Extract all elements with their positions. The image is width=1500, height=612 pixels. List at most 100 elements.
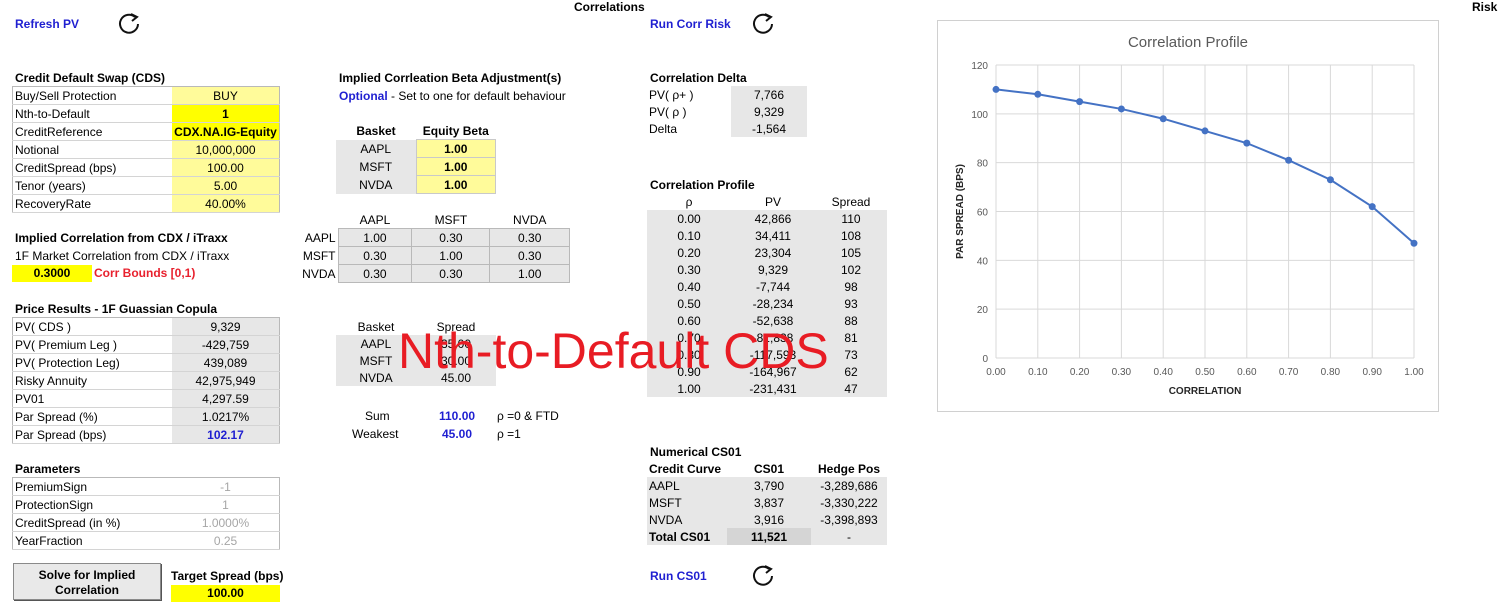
matrix-cell: 1.00 xyxy=(337,228,413,247)
implied-corr-subtitle: 1F Market Correlation from CDX / iTraxx xyxy=(15,249,230,263)
cs01-title: Numerical CS01 xyxy=(650,445,742,459)
profile-col-rho: ρ xyxy=(685,194,693,209)
cds-label: CreditSpread (bps) xyxy=(12,158,172,177)
x-tick-label: 0.90 xyxy=(1362,367,1382,378)
data-point xyxy=(1410,239,1418,247)
param-label: PremiumSign xyxy=(12,477,172,496)
beta-input-nvda[interactable]: 1.00 xyxy=(415,175,496,194)
solve-button-line1: Solve for Implied xyxy=(38,568,136,582)
buy-sell-select[interactable]: BUY xyxy=(172,86,280,105)
nth-to-default-input[interactable]: 1 xyxy=(172,104,280,123)
refresh-pv-icon[interactable] xyxy=(116,11,142,37)
delta-value: 9,329 xyxy=(731,103,807,120)
y-tick-label: 40 xyxy=(977,256,989,267)
profile-rho: 0.00 xyxy=(647,210,731,227)
profile-pv: -7,744 xyxy=(731,278,815,295)
matrix-cell: 0.30 xyxy=(337,264,413,283)
data-point xyxy=(1034,90,1042,98)
refresh-pv-link[interactable]: Refresh PV xyxy=(15,17,80,31)
profile-pv: -28,234 xyxy=(731,295,815,312)
profile-col-pv: PV xyxy=(764,194,781,209)
x-tick-label: 0.10 xyxy=(1028,367,1048,378)
run-corr-risk-link[interactable]: Run Corr Risk xyxy=(650,17,731,31)
weakest-value: 45.00 xyxy=(442,427,473,441)
optional-label: Optional xyxy=(339,89,388,103)
beta-input-msft[interactable]: 1.00 xyxy=(415,157,496,176)
target-spread-label: Target Spread (bps) xyxy=(171,569,284,583)
run-corr-risk-icon[interactable] xyxy=(750,11,776,37)
profile-col-spread: Spread xyxy=(831,194,871,209)
spread-basket-name: MSFT xyxy=(336,352,416,369)
x-tick-label: 1.00 xyxy=(1404,367,1424,378)
profile-pv: 34,411 xyxy=(731,227,815,244)
corr-delta-table: PV( ρ+ ) 7,766 PV( ρ ) 9,329 Delta -1,564 xyxy=(647,86,807,137)
matrix-row-header: MSFT xyxy=(302,248,336,263)
correlation-profile-chart: Correlation Profile 0 20 40 60 80 100 120 0.00 0.… xyxy=(937,20,1439,412)
solve-implied-correlation-button[interactable]: Solve for Implied Correlation xyxy=(13,563,161,600)
matrix-row-header: AAPL xyxy=(304,230,336,245)
data-point xyxy=(1117,105,1125,113)
x-tick-label: 0.00 xyxy=(986,367,1006,378)
sum-value: 110.00 xyxy=(439,409,476,423)
y-tick-label: 100 xyxy=(971,110,988,121)
weakest-note: ρ =1 xyxy=(497,427,521,441)
beta-input-aapl[interactable]: 1.00 xyxy=(415,139,496,158)
data-point xyxy=(1326,176,1334,184)
profile-spread: 108 xyxy=(815,227,887,244)
beta-col-beta: Equity Beta xyxy=(422,123,489,138)
param-value: 1.0000% xyxy=(172,513,280,532)
spread-col-spread: Spread xyxy=(436,319,476,334)
par-spread-bps-value: 102.17 xyxy=(172,425,280,444)
profile-row: 0.30 9,329 102 xyxy=(647,261,887,278)
correlation-input[interactable]: 0.3000 xyxy=(12,265,92,282)
beta-table: Basket Equity Beta AAPL 1.00 MSFT 1.00 NVDA… xyxy=(336,122,496,194)
profile-rho: 0.10 xyxy=(647,227,731,244)
param-label: YearFraction xyxy=(12,531,172,550)
corr-bounds-label: Corr Bounds [0,1) xyxy=(94,266,196,280)
profile-row: 0.90 -164,967 62 xyxy=(647,363,887,380)
basket-spread-table: Basket Spread AAPL 35.00 MSFT 30.00 NVDA 45.… xyxy=(336,318,496,386)
target-spread-input[interactable]: 100.00 xyxy=(171,585,280,602)
profile-pv: 9,329 xyxy=(731,261,815,278)
profile-pv: -81,838 xyxy=(731,329,815,346)
corr-profile-title: Correlation Profile xyxy=(650,178,755,192)
run-cs01-icon[interactable] xyxy=(750,563,776,589)
profile-row: 0.60 -52,638 88 xyxy=(647,312,887,329)
x-tick-label: 0.50 xyxy=(1195,367,1215,378)
price-value: 9,329 xyxy=(172,317,280,336)
profile-rho: 0.30 xyxy=(647,261,731,278)
hedge-value: -3,398,893 xyxy=(811,511,887,528)
x-tick-label: 0.60 xyxy=(1237,367,1257,378)
price-label: Par Spread (bps) xyxy=(12,425,172,444)
profile-spread: 93 xyxy=(815,295,887,312)
matrix-cell: 0.30 xyxy=(489,228,570,247)
price-value: 439,089 xyxy=(172,353,280,372)
param-value: 0.25 xyxy=(172,531,280,550)
cs01-curve-name: AAPL xyxy=(647,477,727,494)
profile-row: 0.40 -7,744 98 xyxy=(647,278,887,295)
spread-value: 30.00 xyxy=(416,352,496,369)
profile-rho: 0.50 xyxy=(647,295,731,312)
tenor-input[interactable]: 5.00 xyxy=(172,176,280,195)
recovery-rate-input[interactable]: 40.00% xyxy=(172,194,280,213)
profile-pv: -52,638 xyxy=(731,312,815,329)
param-value: 1 xyxy=(172,495,280,514)
run-cs01-link[interactable]: Run CS01 xyxy=(650,569,707,583)
credit-reference-input[interactable]: CDX.NA.IG-Equity xyxy=(172,122,280,141)
credit-spread-input[interactable]: 100.00 xyxy=(172,158,280,177)
beta-note-text: - Set to one for default behaviour xyxy=(387,89,566,103)
price-value: 1.0217% xyxy=(172,407,280,426)
profile-pv: 23,304 xyxy=(731,244,815,261)
profile-pv: 42,866 xyxy=(731,210,815,227)
price-label: Risky Annuity xyxy=(12,371,172,390)
price-label: PV( Premium Leg ) xyxy=(12,335,172,354)
risk-header: Risk xyxy=(1472,0,1498,14)
y-tick-label: 0 xyxy=(982,354,988,365)
profile-spread: 105 xyxy=(815,244,887,261)
profile-pv: -231,431 xyxy=(731,380,815,397)
delta-label: PV( ρ+ ) xyxy=(649,87,694,102)
beta-basket-name: AAPL xyxy=(336,139,416,158)
notional-input[interactable]: 10,000,000 xyxy=(172,140,280,159)
spread-col-basket: Basket xyxy=(357,319,395,334)
profile-row: 0.50 -28,234 93 xyxy=(647,295,887,312)
